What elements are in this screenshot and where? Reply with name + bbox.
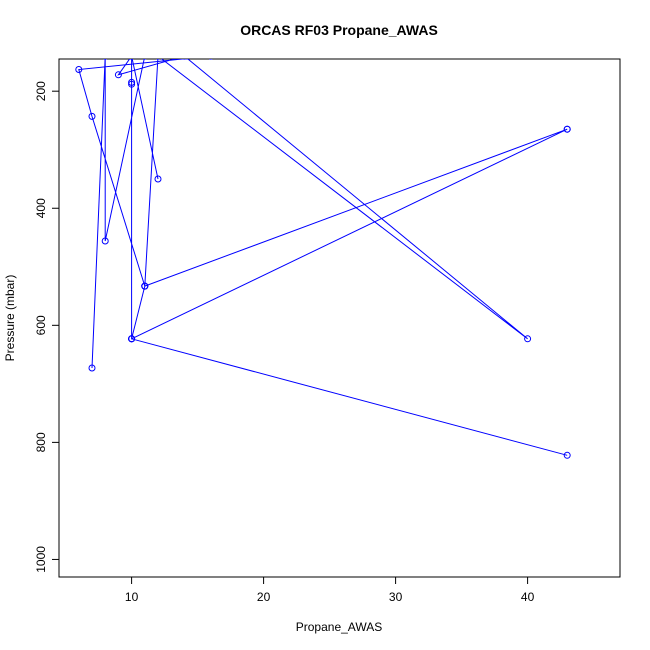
data-point [208, 59, 213, 60]
series-layer [75, 59, 571, 459]
y-tick-label: 600 [34, 315, 48, 335]
x-tick-label: 20 [257, 590, 271, 604]
data-point [142, 59, 147, 60]
data-point [88, 364, 96, 372]
data-point [75, 66, 83, 73]
series-line [78, 59, 568, 456]
data-point [524, 335, 532, 343]
data-point [128, 335, 136, 343]
x-tick-label: 30 [389, 590, 403, 604]
y-axis-label: Pressure (mbar) [3, 275, 17, 362]
x-tick-label: 10 [125, 590, 139, 604]
y-tick-label: 200 [34, 81, 48, 101]
data-point [101, 237, 109, 245]
data-point [88, 112, 96, 120]
y-axis: 200 400 600 800 1000 [34, 81, 60, 573]
y-tick-label: 400 [34, 198, 48, 218]
chart-title: ORCAS RF03 Propane_AWAS [240, 22, 438, 38]
data-point [129, 59, 134, 60]
data-point [563, 451, 571, 459]
data-point [141, 282, 149, 290]
data-point [182, 59, 187, 60]
data-point [103, 59, 108, 60]
data-point [563, 125, 571, 133]
data-point [128, 80, 136, 88]
y-tick-label: 1000 [34, 546, 48, 573]
data-point [114, 71, 122, 79]
data-point [129, 59, 134, 60]
y-tick-label: 800 [34, 432, 48, 452]
x-axis: 10 20 30 40 [125, 576, 535, 604]
data-point [154, 175, 162, 183]
data-point [103, 59, 108, 60]
plot-frame [58, 58, 621, 578]
data-point [156, 59, 160, 60]
x-tick-label: 40 [521, 590, 535, 604]
data-point [129, 59, 134, 60]
x-axis-label: Propane_AWAS [296, 620, 383, 634]
